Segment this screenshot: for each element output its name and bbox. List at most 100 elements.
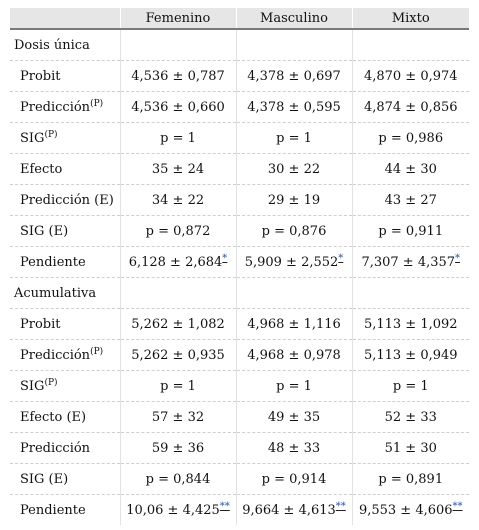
cell-value: 5,262 ± 0,935 [131, 347, 225, 363]
cell-value: 4,870 ± 0,974 [363, 68, 458, 84]
cell-value: 4,378 ± 0,697 [247, 68, 341, 84]
cell-value: 52 ± 33 [384, 409, 437, 425]
footnote-link[interactable]: * [338, 252, 344, 264]
footnote-link[interactable]: * [222, 252, 228, 264]
row-label: SIG [20, 130, 45, 146]
row-label-cell: Probit [10, 308, 121, 340]
table-row: Pendiente 6,128 ± 2,684* 5,909 ± 2,552* 7,3… [10, 246, 469, 278]
data-table-container: Femenino Masculino Mixto Dosis única Prob… [10, 8, 469, 525]
cell-value: 6,128 ± 2,684 [128, 254, 223, 270]
value-cell: 5,262 ± 1,082 [120, 308, 237, 340]
table-row: SIG(P) p = 1 p = 1 p = 0,986 [10, 122, 469, 154]
value-cell: 43 ± 27 [352, 184, 469, 216]
cell-value: p = 0,986 [378, 130, 444, 146]
row-label: Predicción [20, 99, 91, 115]
row-label: SIG [20, 378, 45, 394]
section-header-row: Dosis única [10, 29, 469, 61]
cell-value: 44 ± 30 [384, 161, 437, 177]
value-cell: 9,553 ± 4,606** [352, 495, 469, 526]
row-label-cell: Predicción(P) [10, 339, 121, 371]
cell-value: 29 ± 19 [267, 192, 321, 208]
value-cell: 5,113 ± 0,949 [352, 339, 469, 371]
cell-value: 48 ± 33 [267, 440, 321, 456]
section-header-row: Acumulativa [10, 277, 469, 309]
table-row: Predicción (E) 34 ± 22 29 ± 19 43 ± 27 [10, 184, 469, 216]
cell-value: 7,307 ± 4,357 [361, 254, 456, 270]
results-table: Femenino Masculino Mixto Dosis única Prob… [10, 8, 469, 525]
cell-value: p = 0,891 [378, 471, 444, 487]
cell-value: p = 0,872 [145, 223, 211, 239]
row-label-cell: Pendiente [10, 494, 121, 525]
cell-value: 57 ± 32 [151, 409, 205, 425]
row-label-cell: Predicción (E) [10, 184, 121, 216]
table-row: SIG(P) p = 1 p = 1 p = 1 [10, 370, 469, 402]
value-cell: p = 0,891 [352, 463, 469, 495]
cell-value: p = 0,844 [145, 471, 211, 487]
value-cell: 51 ± 30 [352, 432, 469, 464]
value-cell: 10,06 ± 4,425** [120, 494, 237, 525]
table-row: SIG (E) p = 0,872 p = 0,876 p = 0,911 [10, 215, 469, 247]
value-cell: 4,870 ± 0,974 [352, 60, 469, 92]
row-label-cell: SIG(P) [10, 122, 121, 154]
table-row: Efecto (E) 57 ± 32 49 ± 35 52 ± 33 [10, 401, 469, 433]
cell-value: 49 ± 35 [267, 409, 321, 425]
value-cell: p = 0,844 [120, 463, 237, 495]
value-cell: 44 ± 30 [352, 153, 469, 185]
row-label: Efecto [20, 161, 63, 177]
value-cell: 4,968 ± 1,116 [236, 308, 353, 340]
value-cell: 52 ± 33 [352, 401, 469, 433]
section-label: Acumulativa [10, 277, 121, 309]
value-cell: 4,536 ± 0,787 [120, 60, 237, 92]
table-header: Femenino Masculino Mixto [10, 8, 469, 30]
value-cell: 59 ± 36 [120, 432, 237, 464]
value-cell: p = 0,876 [236, 215, 353, 247]
value-cell: 4,874 ± 0,856 [352, 91, 469, 123]
value-cell: 4,378 ± 0,697 [236, 60, 353, 92]
cell-value: 35 ± 24 [151, 161, 205, 177]
cell-value: p = 1 [276, 378, 312, 394]
row-label-cell: SIG (E) [10, 463, 121, 495]
header-cell-blank [10, 8, 121, 30]
value-cell: p = 1 [120, 122, 237, 154]
value-cell: 6,128 ± 2,684* [120, 246, 237, 278]
row-label-cell: Predicción(P) [10, 91, 121, 123]
row-label: Pendiente [20, 254, 86, 270]
cell-value: 4,536 ± 0,787 [131, 68, 225, 84]
empty-cell [236, 277, 353, 309]
footnote-link[interactable]: ** [219, 500, 230, 512]
table-row: Probit 4,536 ± 0,787 4,378 ± 0,697 4,870 ± … [10, 60, 469, 92]
section-label: Dosis única [10, 29, 121, 61]
value-cell: 35 ± 24 [120, 153, 237, 185]
cell-value: p = 0,876 [261, 223, 327, 239]
table-row: Predicción(P) 4,536 ± 0,660 4,378 ± 0,595 4… [10, 91, 469, 123]
footnote-link[interactable]: ** [452, 500, 463, 512]
row-label: Efecto (E) [20, 409, 87, 425]
value-cell: 30 ± 22 [236, 153, 353, 185]
value-cell: 34 ± 22 [120, 184, 237, 216]
row-label: Predicción [20, 347, 91, 363]
header-cell-femenino: Femenino [120, 8, 237, 30]
value-cell: 4,536 ± 0,660 [120, 91, 237, 123]
value-cell: p = 0,872 [120, 215, 237, 247]
value-cell: 49 ± 35 [236, 401, 353, 433]
cell-value: 9,664 ± 4,613 [242, 502, 336, 518]
header-cell-mixto: Mixto [352, 8, 469, 30]
cell-value: p = 1 [160, 378, 196, 394]
row-label: Predicción [20, 440, 91, 456]
row-label-cell: Probit [10, 60, 121, 92]
footnote-link[interactable]: * [455, 252, 461, 264]
table-row: Probit 5,262 ± 1,082 4,968 ± 1,116 5,113 ± … [10, 308, 469, 340]
cell-value: p = 1 [392, 378, 429, 394]
row-label: SIG (E) [20, 223, 69, 239]
cell-value: 5,113 ± 1,092 [363, 316, 458, 332]
value-cell: p = 0,911 [352, 215, 469, 247]
value-cell: 29 ± 19 [236, 184, 353, 216]
empty-cell [120, 29, 237, 61]
empty-cell [352, 277, 469, 309]
cell-value: 4,874 ± 0,856 [363, 99, 458, 115]
row-label-cell: SIG (E) [10, 215, 121, 247]
value-cell: 5,113 ± 1,092 [352, 308, 469, 340]
footnote-link[interactable]: ** [335, 500, 346, 512]
cell-value: 5,909 ± 2,552 [244, 254, 339, 270]
value-cell: p = 0,914 [236, 463, 353, 495]
